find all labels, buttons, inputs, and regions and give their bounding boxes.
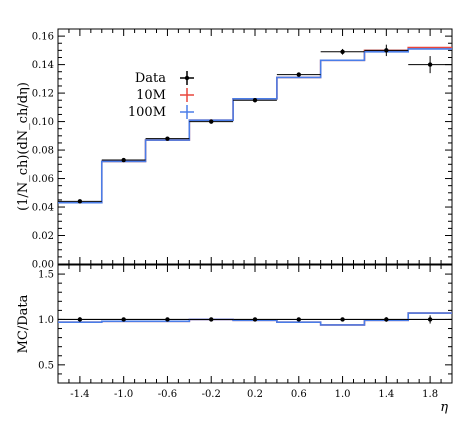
main-data-point xyxy=(384,48,389,53)
ratio-data-point xyxy=(427,317,433,322)
main-data-point xyxy=(121,157,126,163)
main-data-point xyxy=(77,199,83,204)
xtick-label: -0.2 xyxy=(202,389,221,400)
ratio-ytick-label: 0.5 xyxy=(38,360,54,371)
legend-label-100m: 100M xyxy=(128,105,166,120)
ratio-data-point xyxy=(77,317,83,322)
main-ytick-label: 0.10 xyxy=(32,117,54,128)
ratio-ylabel: MC/Data xyxy=(16,294,31,353)
xtick-label: -1.0 xyxy=(114,389,133,400)
ratio-ytick-label: 1.5 xyxy=(38,270,54,281)
legend-marker-dot xyxy=(184,75,190,81)
xtick-label: 0.2 xyxy=(247,389,263,400)
ratio-panel-frame xyxy=(57,264,453,384)
ratio-data-point xyxy=(384,317,389,322)
ratio-data-point xyxy=(209,317,214,322)
legend-label-data: Data xyxy=(135,71,166,86)
ratio-series-100m-line xyxy=(58,312,452,326)
ratio-ytick-label: 1.0 xyxy=(38,315,54,326)
main-data-point xyxy=(209,119,214,124)
main-data-point xyxy=(340,49,345,54)
ratio-data-point xyxy=(296,317,301,322)
main-ytick-label: 0.04 xyxy=(32,203,54,214)
ratio-data-point xyxy=(340,317,345,322)
xtick-label: -1.4 xyxy=(70,389,89,400)
main-data-point xyxy=(252,98,258,103)
main-ytick-label: 0.02 xyxy=(32,231,54,242)
main-data-point xyxy=(427,62,433,67)
main-series-10m-line xyxy=(58,46,452,204)
main-ylabel: (1/N_ch)(dN_ch/dη) xyxy=(16,82,31,211)
legend-label-10m: 10M xyxy=(136,88,166,103)
main-ytick-label: 0.06 xyxy=(32,174,54,185)
xtick-label: 1.8 xyxy=(422,389,438,400)
xtick-label: 0.6 xyxy=(291,389,307,400)
main-ytick-label: 0.12 xyxy=(32,89,54,100)
ratio-data-point xyxy=(165,317,170,322)
x-axis-label: η xyxy=(440,400,448,415)
main-ytick-label: 0.14 xyxy=(32,60,54,71)
main-series-100m-line xyxy=(58,48,452,204)
xtick-label: 1.0 xyxy=(335,389,351,400)
ratio-data-point xyxy=(252,317,258,322)
main-ytick-label: 0.00 xyxy=(32,260,54,271)
xtick-label: 1.4 xyxy=(378,389,394,400)
main-data-point xyxy=(296,72,301,77)
xtick-label: -0.6 xyxy=(158,389,177,400)
main-ytick-label: 0.08 xyxy=(32,146,54,157)
main-data-point xyxy=(165,136,170,141)
main-panel-frame xyxy=(57,28,453,265)
ratio-data-point xyxy=(121,317,126,322)
main-ytick-label: 0.16 xyxy=(32,32,54,43)
